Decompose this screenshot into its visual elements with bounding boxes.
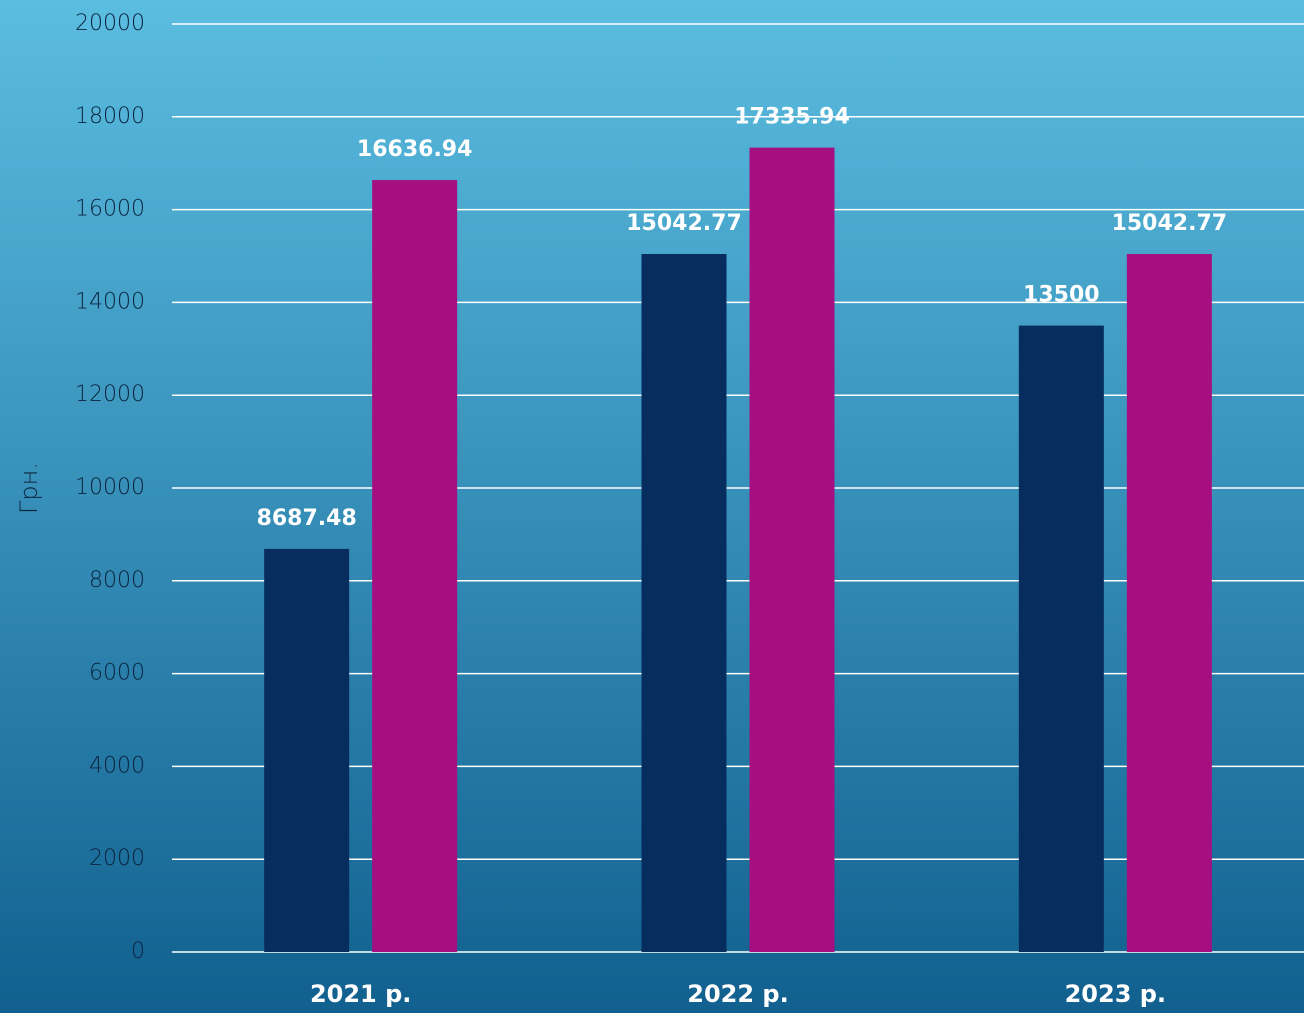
data-label: 15042.77 bbox=[1112, 211, 1228, 236]
data-label: 8687.48 bbox=[257, 506, 357, 531]
y-tick-label: 4000 bbox=[89, 753, 145, 778]
y-tick-label: 2000 bbox=[89, 846, 145, 871]
x-tick-label: 2021 р. bbox=[310, 980, 411, 1008]
x-tick-label: 2023 р. bbox=[1065, 980, 1166, 1008]
y-tick-label: 6000 bbox=[89, 661, 145, 686]
y-tick-label: 12000 bbox=[75, 382, 145, 407]
y-tick-label: 20000 bbox=[75, 11, 145, 36]
y-axis-label: Грн. bbox=[15, 462, 43, 514]
y-tick-label: 18000 bbox=[75, 104, 145, 129]
y-tick-label: 10000 bbox=[75, 475, 145, 500]
data-label: 15042.77 bbox=[626, 211, 742, 236]
bar bbox=[641, 254, 727, 952]
y-tick-label: 16000 bbox=[75, 197, 145, 222]
bar bbox=[372, 180, 458, 952]
x-tick-label: 2022 р. bbox=[687, 980, 788, 1008]
bar bbox=[1126, 254, 1212, 952]
data-label: 13500 bbox=[1023, 283, 1100, 308]
y-tick-label: 0 bbox=[131, 939, 145, 964]
data-label: 17335.94 bbox=[734, 105, 850, 130]
bar bbox=[749, 147, 835, 953]
bar bbox=[1018, 325, 1104, 953]
y-tick-label: 14000 bbox=[75, 289, 145, 314]
data-label: 16636.94 bbox=[357, 137, 473, 162]
bar bbox=[264, 548, 350, 952]
y-tick-label: 8000 bbox=[89, 568, 145, 593]
